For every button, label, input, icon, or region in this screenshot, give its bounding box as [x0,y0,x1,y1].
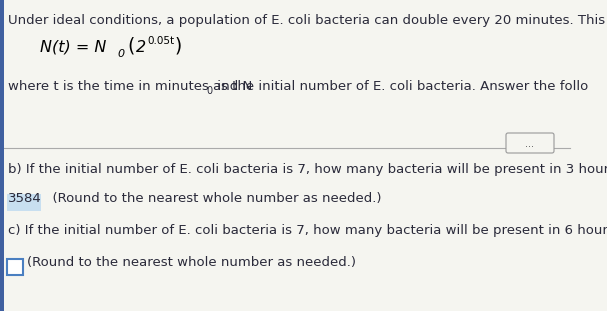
Text: N(t) = N: N(t) = N [40,40,106,55]
Bar [0,0,4,311]
Text: 3584: 3584 [8,192,42,205]
Text: (Round to the nearest whole number as needed.): (Round to the nearest whole number as ne… [27,256,356,269]
Text: ...: ... [526,139,535,149]
Text: 2: 2 [136,40,146,55]
Text: 0: 0 [117,49,124,59]
FancyBboxPatch shape [506,133,554,153]
Text: 0.05t: 0.05t [147,36,174,46]
Bar [7,259,23,275]
Text: (: ( [127,37,134,56]
Text: is the initial number of E. coli bacteria. Answer the follo: is the initial number of E. coli bacteri… [212,80,588,93]
Text: (Round to the nearest whole number as needed.): (Round to the nearest whole number as ne… [44,192,382,205]
Text: 0: 0 [207,86,213,96]
Bar [7,194,41,211]
Text: where t is the time in minutes and N: where t is the time in minutes and N [8,80,253,93]
Text: c) If the initial number of E. coli bacteria is 7, how many bacteria will be pre: c) If the initial number of E. coli bact… [8,224,607,237]
Text: b) If the initial number of E. coli bacteria is 7, how many bacteria will be pre: b) If the initial number of E. coli bact… [8,163,607,176]
Text: Under ideal conditions, a population of E. coli bacteria can double every 20 min: Under ideal conditions, a population of … [8,14,607,27]
Text: ): ) [175,37,182,56]
